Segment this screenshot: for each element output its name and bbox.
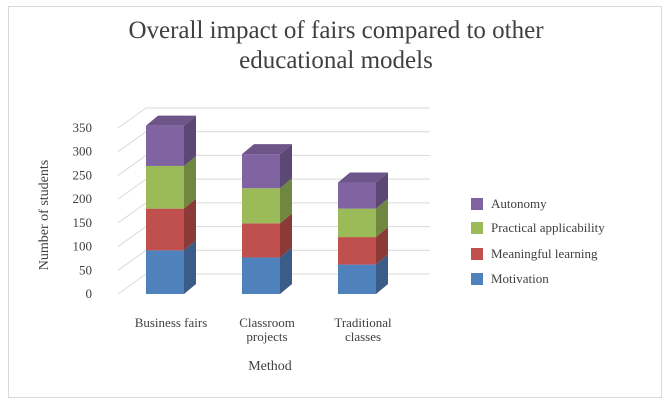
gridline-depth <box>117 249 147 271</box>
x-axis-title: Method <box>248 359 292 374</box>
bar-meaningful-learning <box>242 223 280 258</box>
chart-frame <box>8 6 662 398</box>
bar-side <box>280 247 292 294</box>
x-category-label: Business fairs <box>135 315 208 330</box>
bar-side <box>376 227 388 265</box>
chart-title: Overall impact of fairs compared to othe… <box>128 17 544 74</box>
legend-swatch <box>471 198 483 210</box>
gridline-depth <box>117 226 147 247</box>
legend-label: Practical applicability <box>491 220 605 235</box>
y-axis-title: Number of students <box>37 160 52 270</box>
legend-swatch <box>471 273 483 285</box>
gridline-depth <box>117 131 147 153</box>
legend-label: Meaningful learning <box>491 246 598 261</box>
y-tick-label: 200 <box>73 191 93 206</box>
bar-side <box>184 115 196 166</box>
gridline-depth <box>117 155 147 176</box>
bar-autonomy <box>146 125 184 166</box>
gridline-depth <box>117 178 147 200</box>
x-category-label: Traditional <box>334 315 392 330</box>
bar-practical-applicability <box>146 165 184 209</box>
bar-side <box>376 254 388 294</box>
gridline-depth <box>117 202 147 224</box>
bar-top <box>338 172 388 183</box>
bar-side <box>280 178 292 224</box>
legend-swatch <box>471 222 483 234</box>
bar-top <box>146 115 196 126</box>
bar-motivation <box>146 250 184 294</box>
bar-side <box>184 198 196 251</box>
bar-side <box>376 198 388 238</box>
legend-label: Autonomy <box>491 196 547 211</box>
bar-practical-applicability <box>338 208 376 238</box>
gridline-depth <box>117 107 147 129</box>
bar-meaningful-learning <box>146 208 184 251</box>
y-tick-label: 350 <box>73 120 93 135</box>
bar-motivation <box>242 257 280 294</box>
y-tick-label: 150 <box>73 215 93 230</box>
bar-motivation <box>338 264 376 294</box>
bar-practical-applicability <box>242 188 280 224</box>
x-category-label: Classroom <box>239 315 295 330</box>
legend-swatch <box>471 248 483 260</box>
legend-label: Motivation <box>491 271 549 286</box>
y-tick-label: 0 <box>86 286 93 301</box>
bar-side <box>376 172 388 209</box>
bar-meaningful-learning <box>338 237 376 265</box>
bar-top <box>242 144 292 155</box>
y-tick-label: 300 <box>73 144 93 159</box>
y-tick-label: 50 <box>79 262 92 277</box>
bar-autonomy <box>242 154 280 189</box>
bar-side <box>184 240 196 294</box>
bar-side <box>280 144 292 189</box>
bar-autonomy <box>338 182 376 209</box>
gridline-depth <box>117 273 147 295</box>
y-tick-label: 250 <box>73 167 93 182</box>
bar-side <box>280 213 292 258</box>
x-category-label: projects <box>246 329 287 344</box>
bar-side <box>184 155 196 209</box>
x-category-label: classes <box>345 329 381 344</box>
y-tick-label: 100 <box>73 239 93 254</box>
